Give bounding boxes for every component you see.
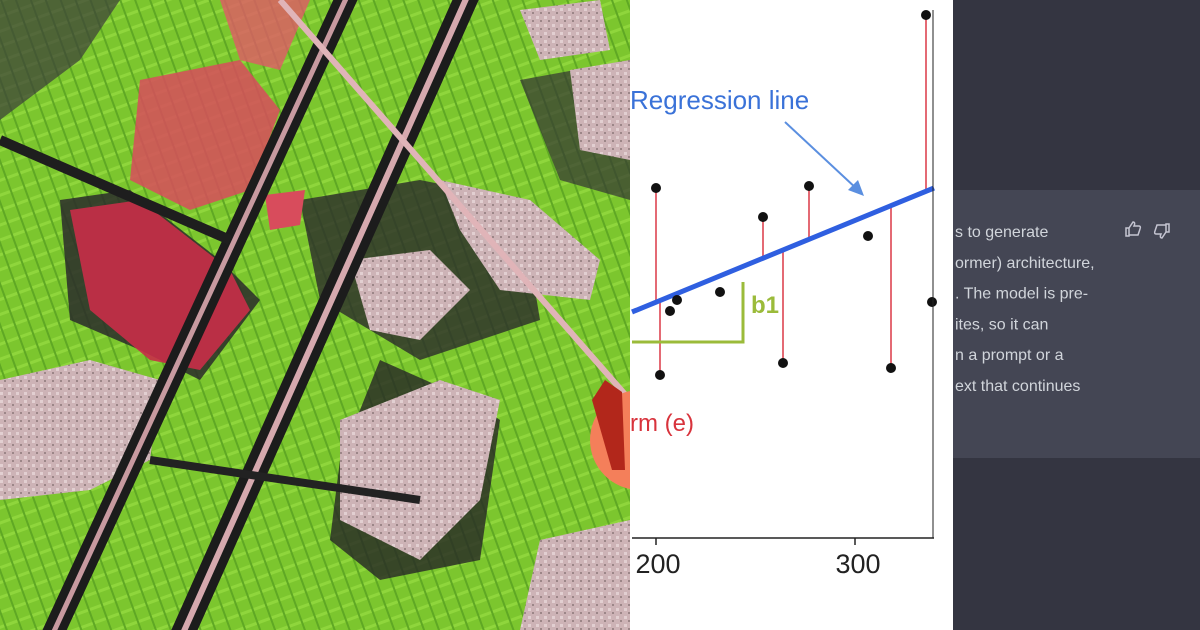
chat-text-line: n a prompt or a	[955, 347, 1064, 364]
x-axis-label: 200	[635, 549, 680, 579]
regression-panel: Regression line b1 rm (e) 200 300	[630, 0, 953, 630]
chat-text-line: ites, so it can	[955, 316, 1048, 333]
slope-label: b1	[751, 292, 779, 319]
thumbs-up[interactable]	[1125, 221, 1142, 237]
error-label: rm (e)	[630, 410, 694, 437]
chat-text-line: s to generate	[955, 224, 1049, 241]
regression-label: Regression line	[630, 85, 809, 115]
x-axis-label: 300	[835, 549, 880, 579]
chat-text-line: ext that continues	[955, 378, 1080, 395]
chat-text-line: . The model is pre-	[955, 286, 1088, 303]
chat-panel: s to generate ormer) architecture, . The m…	[953, 0, 1200, 630]
thumbs-down[interactable]	[1153, 223, 1170, 239]
satellite-map	[0, 0, 630, 630]
chat-text-line: ormer) architecture,	[955, 255, 1095, 272]
